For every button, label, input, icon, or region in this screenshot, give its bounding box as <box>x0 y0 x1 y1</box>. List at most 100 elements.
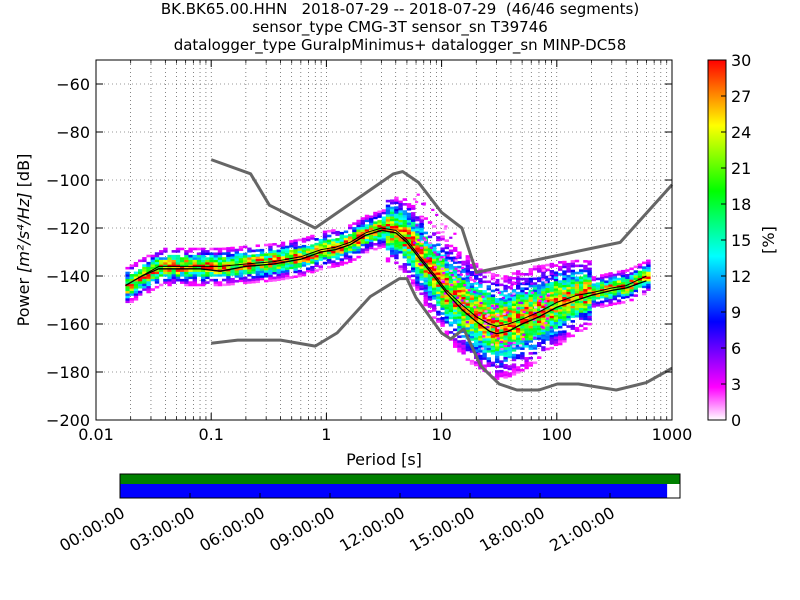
psd-outlier-cell <box>446 254 450 257</box>
psd-cell <box>503 287 508 290</box>
psd-cell <box>196 247 202 251</box>
psd-cell <box>327 251 332 255</box>
psd-cell <box>339 241 345 245</box>
psd-cell <box>150 254 156 258</box>
psd-outlier-cell <box>512 345 516 348</box>
psd-cell <box>591 302 597 306</box>
psd-cell <box>297 248 303 251</box>
psd-cell <box>642 271 647 274</box>
psd-cell <box>553 293 559 296</box>
psd-cell <box>167 254 172 258</box>
psd-cell <box>587 303 592 307</box>
psd-cell <box>394 225 399 229</box>
psd-cell <box>415 288 420 291</box>
colorbar-tick-label: 0 <box>731 411 741 430</box>
psd-cell <box>314 238 319 241</box>
psd-cell <box>411 248 416 251</box>
psd-cell <box>322 240 328 243</box>
psd-cell <box>465 298 471 301</box>
psd-cell <box>364 250 370 254</box>
psd-cell <box>306 236 311 239</box>
psd-cell <box>427 250 433 253</box>
x-tick-label: 1000 <box>652 425 693 444</box>
psd-cell <box>507 336 513 340</box>
psd-cell <box>306 238 311 242</box>
psd-cell <box>553 290 559 294</box>
psd-cell <box>243 281 248 285</box>
psd-cell <box>583 264 588 268</box>
psd-outlier-cell <box>477 313 481 316</box>
psd-cell <box>486 364 492 368</box>
psd-cell <box>150 266 156 270</box>
psd-cell <box>184 264 189 268</box>
psd-cell <box>503 301 508 305</box>
psd-cell <box>432 261 437 264</box>
psd-cell <box>545 285 550 288</box>
psd-cell <box>537 330 542 333</box>
psd-cell <box>432 268 437 271</box>
psd-cell <box>444 275 450 278</box>
psd-outlier-cell <box>422 237 426 240</box>
psd-cell <box>226 251 231 255</box>
psd-cell <box>541 305 546 309</box>
psd-cell <box>129 283 135 287</box>
psd-cell <box>276 271 282 274</box>
psd-cell <box>222 283 227 287</box>
psd-cell <box>528 347 534 350</box>
psd-cell <box>490 349 496 353</box>
psd-cell <box>453 292 458 296</box>
psd-cell <box>247 266 252 270</box>
psd-cell <box>406 222 412 225</box>
psd-cell <box>574 276 580 280</box>
psd-cell <box>327 265 332 269</box>
psd-cell <box>633 270 639 273</box>
psd-cell <box>520 277 525 281</box>
psd-cell <box>507 305 513 308</box>
psd-cell <box>587 282 592 285</box>
psd-cell <box>411 260 416 263</box>
psd-outlier-cell <box>502 312 506 316</box>
psd-cell <box>226 266 231 269</box>
psd-cell <box>339 251 345 254</box>
psd-cell <box>264 272 269 276</box>
psd-cell <box>469 323 475 327</box>
psd-cell <box>406 255 412 259</box>
psd-cell <box>255 254 261 257</box>
psd-cell <box>163 257 168 260</box>
psd-cell <box>566 303 571 307</box>
psd-cell <box>180 247 185 251</box>
psd-cell <box>478 321 483 324</box>
psd-cell <box>201 266 206 270</box>
psd-cell <box>213 259 219 263</box>
psd-cell <box>184 257 189 260</box>
psd-cell <box>457 335 462 339</box>
psd-cell <box>507 324 513 328</box>
psd-cell <box>314 262 319 265</box>
psd-cell <box>327 234 332 238</box>
psd-cell <box>453 302 458 305</box>
psd-cell <box>322 257 328 260</box>
psd-cell <box>352 258 357 261</box>
psd-cell <box>503 328 508 331</box>
psd-cell <box>558 318 563 322</box>
psd-cell <box>415 269 420 272</box>
psd-cell <box>457 275 462 279</box>
psd-cell <box>528 299 534 302</box>
psd-cell <box>419 268 424 272</box>
psd-cell <box>213 281 219 284</box>
psd-cell <box>524 340 529 343</box>
psd-cell <box>411 267 416 270</box>
psd-cell <box>608 303 613 307</box>
psd-cell <box>469 309 475 313</box>
psd-cell <box>226 278 231 281</box>
psd-cell <box>133 276 139 279</box>
psd-cell <box>448 290 454 293</box>
psd-cell <box>247 278 252 282</box>
psd-cell <box>570 286 576 290</box>
psd-cell <box>520 325 525 329</box>
psd-cell <box>205 250 210 253</box>
psd-cell <box>360 217 366 220</box>
psd-cell <box>469 335 475 339</box>
psd-cell <box>453 338 458 341</box>
psd-cell <box>553 341 559 344</box>
